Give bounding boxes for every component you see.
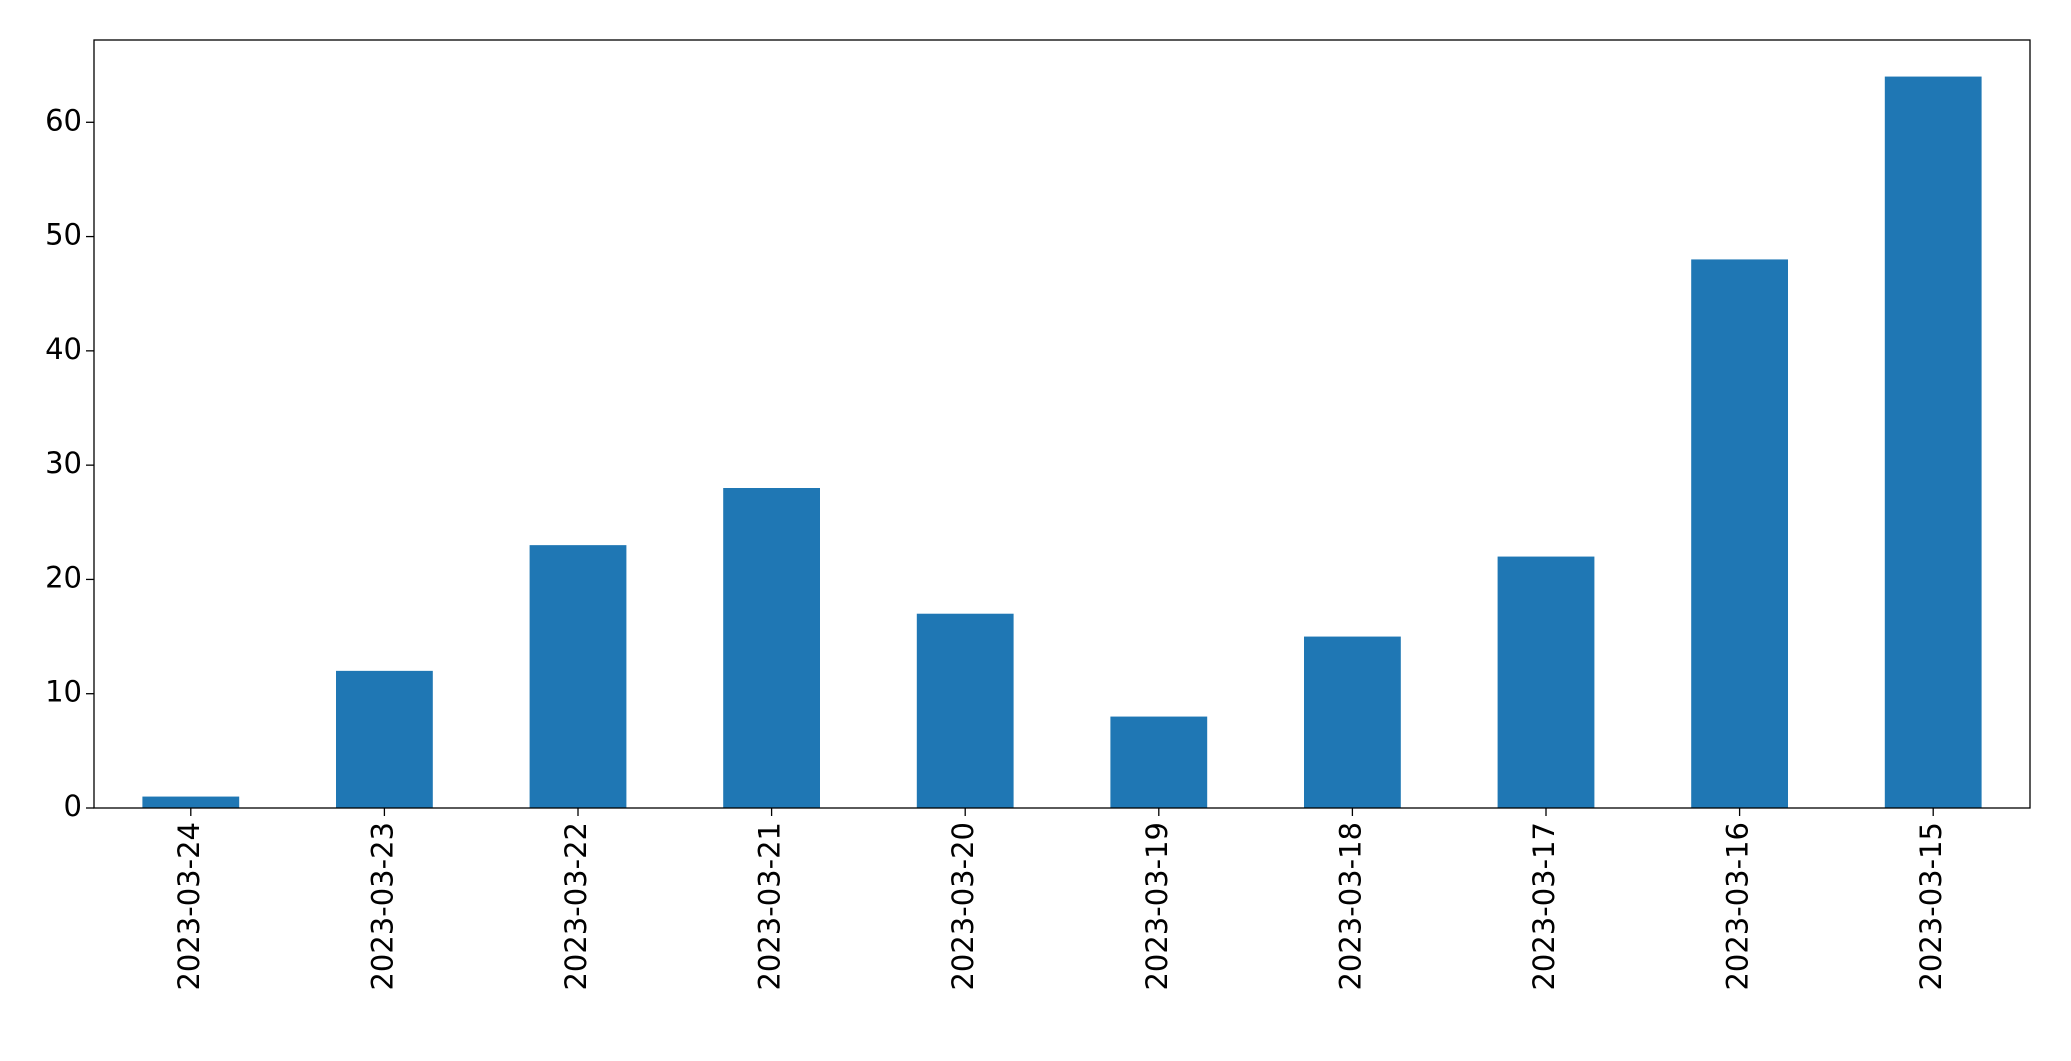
- bar: [529, 545, 627, 808]
- x-tick-label: 2023-03-21: [753, 822, 787, 991]
- x-tick-label: 2023-03-16: [1721, 822, 1755, 991]
- x-tick-label: 2023-03-17: [1527, 822, 1561, 991]
- bar: [1497, 556, 1595, 808]
- x-tick-label: 2023-03-19: [1140, 822, 1174, 991]
- y-tick-label: 50: [45, 218, 82, 252]
- bar: [1110, 716, 1208, 808]
- plot-frame: [93, 39, 2031, 809]
- plot-area: [142, 76, 1982, 809]
- x-tick-label: 2023-03-24: [172, 822, 206, 991]
- y-tick-label: 20: [45, 560, 82, 594]
- y-tick-label: 0: [64, 789, 82, 823]
- bar: [336, 670, 433, 808]
- bar: [1884, 76, 1982, 809]
- y-tick-label: 30: [45, 446, 82, 480]
- x-tick-label: 2023-03-15: [1914, 822, 1948, 991]
- x-tick-label: 2023-03-22: [559, 822, 593, 991]
- x-tick-label: 2023-03-20: [946, 822, 980, 991]
- x-tick-label: 2023-03-18: [1333, 822, 1367, 991]
- y-tick-label: 40: [45, 332, 82, 366]
- x-tick-label: 2023-03-23: [365, 822, 399, 991]
- bar: [723, 488, 820, 808]
- bar: [1691, 259, 1788, 808]
- bar: [142, 796, 240, 808]
- bar: [916, 613, 1014, 808]
- y-tick-label: 60: [45, 103, 82, 137]
- bar: [1304, 636, 1401, 808]
- y-tick-label: 10: [45, 675, 82, 709]
